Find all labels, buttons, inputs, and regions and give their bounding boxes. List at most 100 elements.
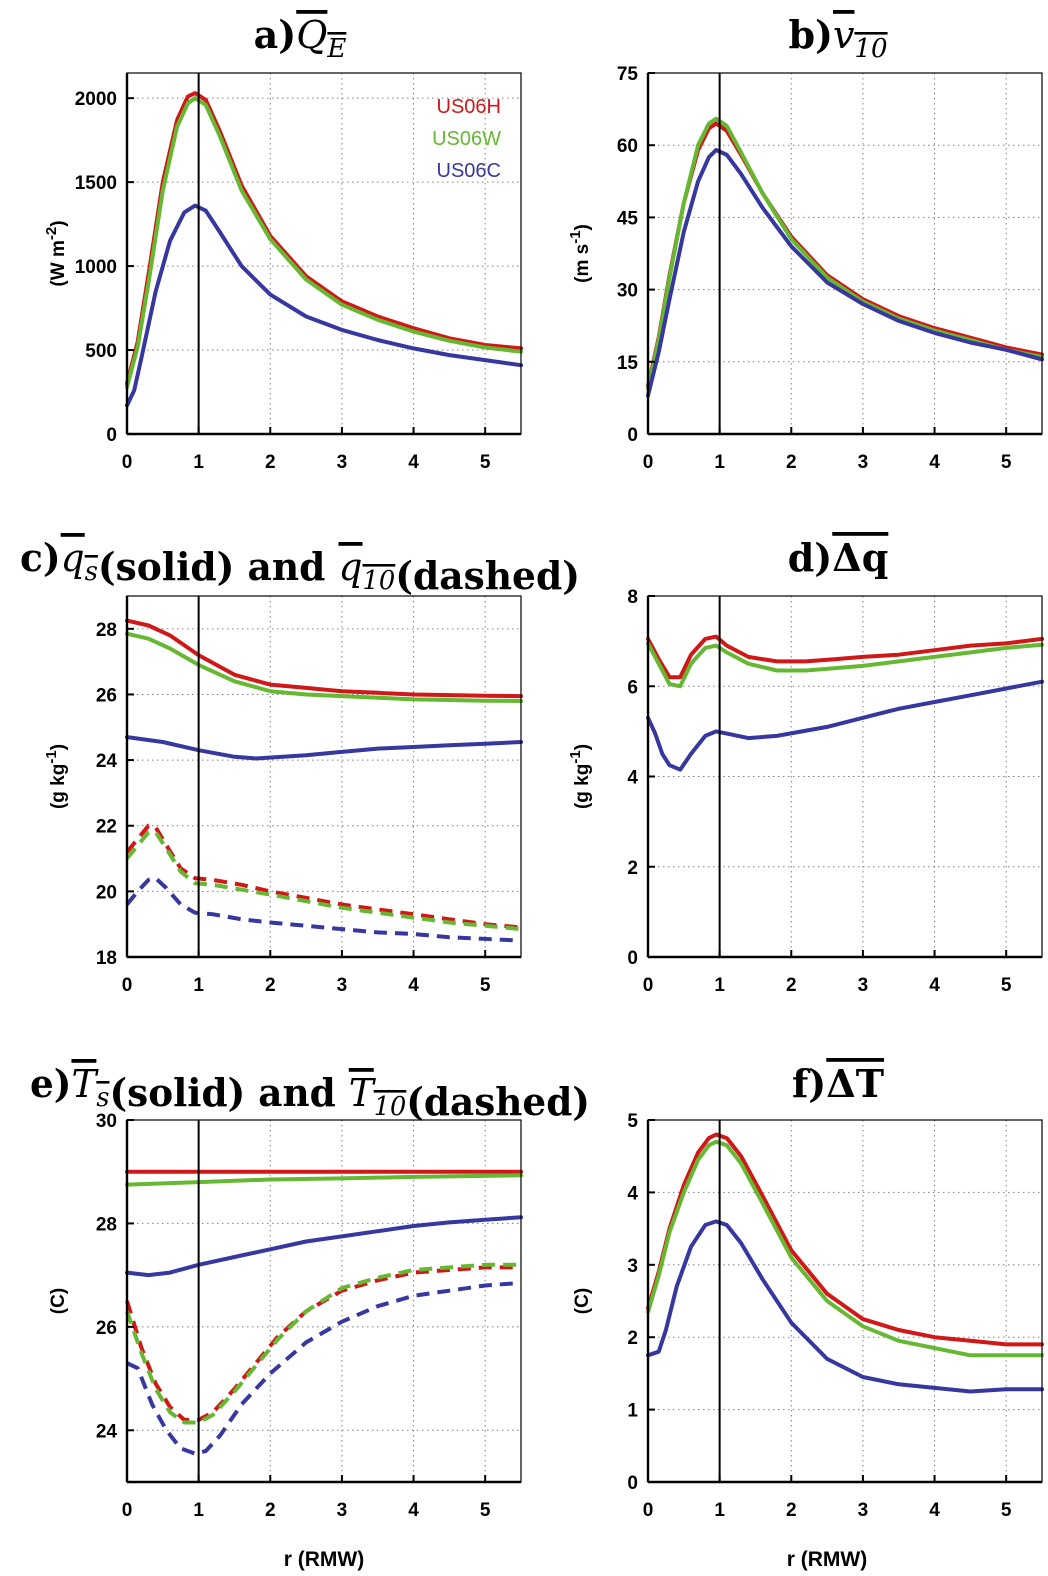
x-tick-label: 2 [786,1500,797,1521]
legend-entry-us06c: US06C [437,160,501,182]
title-subscript: s [96,1083,109,1113]
series-line-us06c-solid [125,735,523,761]
series-line-us06c-solid [125,203,523,408]
panel-a: 0 1 2 3 4 5 0 500 1000 1500 2000 (W m-2) a)QE US06H US… [43,12,523,473]
title-prefix: d) [788,535,833,580]
legend-entry-us06h: US06H [437,96,501,118]
x-tick-label: 0 [122,452,133,473]
title-prefix: c) [20,535,61,580]
x-tick-label: 3 [858,1500,869,1521]
y-axis-label-end: ) [48,220,69,226]
y-tick-label: 28 [96,1214,117,1235]
x-tick-label: 1 [714,1500,725,1521]
x-tick-label: 0 [643,452,654,473]
y-tick-label: 24 [96,1421,118,1442]
y-axis-label-exponent: -1 [567,750,584,763]
x-tick-label: 2 [265,975,276,996]
title-expression-2: q [338,545,362,589]
y-axis-label-exponent: -2 [43,227,60,240]
series-line-us06c-solid [646,679,1044,772]
y-tick-label: 8 [627,587,638,608]
y-tick-label: 75 [617,64,639,85]
y-axis-label: (m s-1) [567,224,593,283]
y-tick-label: 3 [627,1256,638,1277]
y-tick-label: 24 [96,751,118,772]
series-line-us06w-solid [646,116,1044,391]
x-tick-label: 1 [714,975,725,996]
x-tick-label: 3 [337,1500,348,1521]
x-tick-label: 5 [480,452,491,473]
x-tick-label: 4 [408,1500,419,1521]
title-subscript-2: 10 [363,566,396,596]
y-tick-label: 60 [617,136,638,157]
title-prefix: a) [254,12,297,57]
y-axis-label: (g kg-1) [43,744,69,809]
x-tick-label: 0 [122,1500,133,1521]
y-tick-label: 4 [627,768,638,789]
series-line-us06w-solid [646,641,1044,689]
y-tick-label: 30 [617,281,638,302]
y-tick-label: 0 [627,425,638,446]
x-tick-label: 1 [193,452,204,473]
chart-title-d: d)Δq [788,535,889,580]
y-axis-label-end: ) [572,744,593,750]
title-expression: q [61,536,85,580]
series-line-us06w-dashed [125,830,522,932]
y-tick-label: 2 [627,858,638,879]
series-line-us06c-solid [646,148,1044,398]
y-tick-label: 5 [627,1111,638,1132]
y-tick-label: 26 [96,685,117,706]
title-expression: Q [296,13,327,57]
y-tick-label: 1000 [75,257,117,278]
title-expression: v [833,13,855,57]
y-axis-label-base: (m s [572,244,593,283]
x-tick-label: 5 [1001,975,1012,996]
y-axis-label-exponent: -1 [567,230,584,243]
title-prefix: b) [788,12,833,57]
title-mid: (solid) and [109,1070,348,1115]
y-tick-label: 500 [85,341,117,362]
series-line-us06h-dashed [125,823,522,930]
panel-d: 0 1 2 3 4 5 0 2 4 6 8 (g kg-1) d)Δq [567,535,1044,996]
series-line-us06h-solid [125,618,523,699]
series-line-us06w-dashed [125,1262,521,1425]
series-line-us06w-solid [125,96,523,389]
chart-title-c: c)qs(solid) and q10(dashed) [20,535,580,598]
panel-f: 0 1 2 3 4 5 0 1 2 3 4 5 (C) f)ΔT [572,1061,1044,1521]
x-tick-label: 4 [929,1500,940,1521]
y-tick-label: 45 [617,208,639,229]
x-tick-label: 4 [408,452,419,473]
title-expression: ΔT [826,1061,884,1106]
x-tick-label: 3 [337,975,348,996]
x-tick-label: 2 [265,452,276,473]
y-tick-label: 2 [627,1328,638,1349]
x-tick-label: 3 [337,452,348,473]
y-axis-label-base: (g kg [48,764,69,809]
title-prefix: e) [30,1061,71,1106]
title-subscript-2: 10 [374,1092,407,1122]
y-axis-label-end: ) [48,744,69,750]
x-tick-label: 5 [480,1500,491,1521]
y-tick-label: 0 [106,425,117,446]
title-suffix: (dashed) [395,553,580,598]
series-line-us06h-solid [646,1132,1044,1347]
y-tick-label: 26 [96,1318,117,1339]
y-tick-label: 18 [96,948,117,969]
title-subscript: s [85,557,98,587]
x-tick-label: 4 [408,975,419,996]
x-tick-label: 2 [265,1500,276,1521]
x-tick-label: 5 [1001,1500,1012,1521]
chart-title-f: f)ΔT [792,1061,884,1106]
series-line-us06c-solid [125,1215,523,1278]
x-tick-label: 0 [122,975,133,996]
y-tick-label: 15 [617,353,639,374]
y-tick-label: 22 [96,817,117,838]
title-expression: T [71,1062,99,1106]
y-axis-label-end: ) [572,224,593,230]
x-tick-label: 0 [643,1500,654,1521]
